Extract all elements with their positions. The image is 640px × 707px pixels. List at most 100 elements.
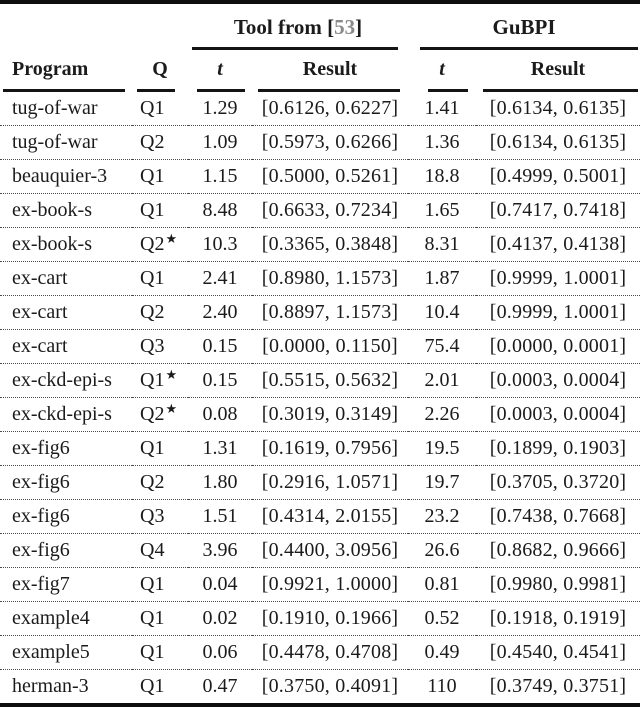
group-header-row: Tool from [53] GuBPI	[0, 2, 640, 50]
program-cell: ex-ckd-epi-s	[0, 363, 132, 398]
program-cell: tug-of-war	[12, 97, 98, 119]
t-gubpi-cell: 1.41	[424, 97, 460, 119]
result-tool-cell: [0.9921, 1.0000]	[252, 567, 408, 602]
q-label: Q1	[140, 199, 165, 221]
q-label: Q1	[140, 369, 165, 391]
result-gubpi-cell: [0.6134, 0.6135]	[476, 125, 640, 160]
q-cell: Q1★	[132, 363, 188, 398]
t-tool-cell: 2.41	[188, 261, 252, 296]
result-tool-cell: [0.2916, 1.0571]	[252, 465, 408, 500]
column-header-t-gubpi: t	[408, 50, 476, 92]
result-tool-cell: [0.5000, 0.5261]	[252, 159, 408, 194]
result-gubpi-cell: [0.1899, 0.1903]	[476, 431, 640, 466]
table-row: tug-of-war Q1 1.29 [0.6126, 0.6227] 1.41…	[0, 92, 640, 126]
t-gubpi-cell: 110	[408, 669, 476, 705]
result-gubpi-cell: [0.4999, 0.5001]	[476, 159, 640, 194]
q-cell: Q1	[132, 635, 188, 670]
t-gubpi-cell: 1.36	[408, 125, 476, 160]
result-tool-cell: [0.0000, 0.1150]	[252, 329, 408, 364]
result-tool-cell: [0.4400, 3.0956]	[252, 533, 408, 568]
cmidrule-gubpi	[420, 47, 638, 50]
table-row: ex-ckd-epi-s Q2★ 0.08 [0.3019, 0.3149] 2…	[0, 397, 640, 432]
result-gubpi-cell: [0.3705, 0.3720]	[476, 465, 640, 500]
q-cell: Q2	[132, 465, 188, 500]
t-gubpi-cell: 1.87	[408, 261, 476, 296]
t-gubpi-cell: 19.5	[408, 431, 476, 466]
result-gubpi-cell: [0.9999, 1.0001]	[476, 261, 640, 296]
q-cell: Q3	[132, 329, 188, 364]
q-cell: Q1	[132, 261, 188, 296]
table-row: beauquier-3 Q1 1.15 [0.5000, 0.5261] 18.…	[0, 159, 640, 194]
q-cell: Q1	[132, 567, 188, 602]
group-header-tool: Tool from [53]	[188, 2, 408, 50]
table-row: herman-3 Q1 0.47 [0.3750, 0.4091] 110 [0…	[0, 669, 640, 705]
result-gubpi-cell: [0.9999, 1.0001]	[476, 295, 640, 330]
q-label: Q2	[140, 301, 165, 323]
t-tool-cell: 10.3	[188, 227, 252, 262]
result-gubpi-cell: [0.0000, 0.0001]	[476, 329, 640, 364]
q-label: Q2	[140, 403, 165, 425]
t-gubpi-cell: 23.2	[408, 499, 476, 534]
result-gubpi-cell: [0.4137, 0.4138]	[476, 227, 640, 262]
table-row: ex-book-s Q2★ 10.3 [0.3365, 0.3848] 8.31…	[0, 227, 640, 262]
q-label: Q3	[140, 335, 165, 357]
program-cell: ex-fig6	[0, 499, 132, 534]
table-body: tug-of-war Q1 1.29 [0.6126, 0.6227] 1.41…	[0, 92, 640, 705]
t-tool-cell: 1.15	[188, 159, 252, 194]
q-cell: Q2★	[132, 227, 188, 262]
table-row: ex-ckd-epi-s Q1★ 0.15 [0.5515, 0.5632] 2…	[0, 363, 640, 398]
program-cell: ex-cart	[0, 329, 132, 364]
citation-53: 53	[334, 15, 356, 39]
column-header-result-gubpi: Result	[476, 50, 640, 92]
result-tool-cell: [0.5515, 0.5632]	[252, 363, 408, 398]
program-cell: ex-cart	[0, 261, 132, 296]
q-cell: Q2★	[132, 397, 188, 432]
column-header-q: Q	[132, 50, 188, 92]
t-tool-cell: 1.51	[188, 499, 252, 534]
table-row: tug-of-war Q2 1.09 [0.5973, 0.6266] 1.36…	[0, 125, 640, 160]
result-tool-cell: [0.4314, 2.0155]	[252, 499, 408, 534]
underline-program	[3, 89, 125, 92]
star-icon: ★	[165, 231, 178, 246]
underline-q	[137, 89, 175, 92]
table-row: ex-book-s Q1 8.48 [0.6633, 0.7234] 1.65 …	[0, 193, 640, 228]
column-header-t-tool: t	[188, 50, 252, 92]
t-tool-cell: 0.04	[188, 567, 252, 602]
t-tool-cell: 1.09	[188, 125, 252, 160]
q-label: Q2	[140, 233, 165, 255]
table-row: ex-fig6 Q4 3.96 [0.4400, 3.0956] 26.6 [0…	[0, 533, 640, 568]
t-gubpi-cell: 26.6	[408, 533, 476, 568]
q-label: Q1	[140, 267, 165, 289]
q-cell: Q1	[132, 669, 188, 705]
table-row: ex-fig6 Q3 1.51 [0.4314, 2.0155] 23.2 [0…	[0, 499, 640, 534]
q-label: Q3	[140, 505, 165, 527]
result-tool-cell: [0.4478, 0.4708]	[252, 635, 408, 670]
q-cell: Q1	[132, 193, 188, 228]
result-gubpi-cell: [0.0003, 0.0004]	[476, 363, 640, 398]
result-tool-cell: [0.1619, 0.7956]	[252, 431, 408, 466]
result-gubpi-cell: [0.9980, 0.9981]	[476, 567, 640, 602]
t-gubpi-cell: 18.8	[408, 159, 476, 194]
star-icon: ★	[165, 401, 178, 416]
program-cell: herman-3	[0, 669, 132, 705]
result-gubpi-cell: [0.6134, 0.6135]	[489, 97, 627, 119]
table-row: ex-cart Q1 2.41 [0.8980, 1.1573] 1.87 [0…	[0, 261, 640, 296]
t-tool-cell: 0.08	[188, 397, 252, 432]
result-tool-cell: [0.6126, 0.6227]	[261, 97, 399, 119]
underline-t-tool	[197, 89, 245, 92]
program-cell: ex-book-s	[0, 227, 132, 262]
t-gubpi-cell: 2.01	[408, 363, 476, 398]
q-label: Q1	[140, 573, 165, 595]
t-gubpi-cell: 2.26	[408, 397, 476, 432]
result-tool-cell: [0.5973, 0.6266]	[252, 125, 408, 160]
result-tool-cell: [0.8980, 1.1573]	[252, 261, 408, 296]
underline-result-tool	[258, 89, 400, 92]
underline-result-gubpi	[483, 89, 638, 92]
t-tool-cell: 2.40	[188, 295, 252, 330]
q-label: Q4	[140, 539, 165, 561]
result-tool-cell: [0.3750, 0.4091]	[252, 669, 408, 705]
q-label: Q1	[140, 97, 165, 119]
table-row: ex-fig7 Q1 0.04 [0.9921, 1.0000] 0.81 [0…	[0, 567, 640, 602]
q-label: Q1	[140, 675, 165, 697]
program-cell: example5	[0, 635, 132, 670]
